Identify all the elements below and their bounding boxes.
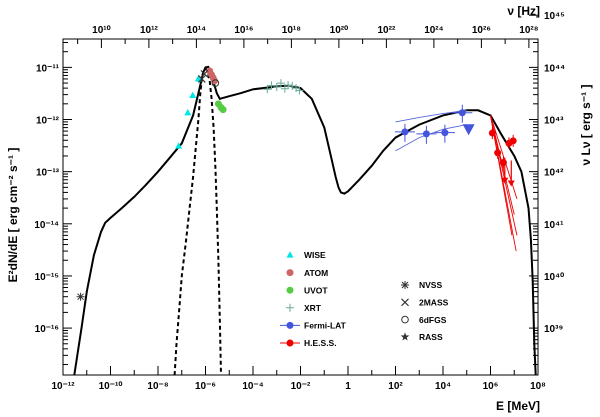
right-tick-label-6: 10⁴⁵ bbox=[544, 11, 565, 22]
x-tick-label-0: 10⁻¹² bbox=[51, 381, 75, 392]
top-tick-label-0: 10¹⁰ bbox=[92, 25, 110, 36]
legend-label-atom: ATOM bbox=[304, 268, 328, 278]
right-tick-label-4: 10⁴³ bbox=[544, 116, 564, 127]
x-tick-label-1: 10⁻¹⁰ bbox=[99, 381, 123, 392]
right-tick-label-0: 10³⁹ bbox=[544, 324, 563, 335]
point-xrt-0 bbox=[263, 85, 272, 94]
legend-label-h-e-s-s: H.E.S.S. bbox=[304, 338, 337, 348]
x-tick-label-10: 10⁸ bbox=[530, 381, 546, 392]
hess-fan-line-3 bbox=[490, 115, 518, 200]
y-tick-label-2: 10⁻¹⁴ bbox=[34, 220, 59, 231]
point-wise-1 bbox=[184, 108, 192, 116]
y-tick-label-1: 10⁻¹⁵ bbox=[35, 272, 60, 283]
hess-fan-line-2 bbox=[490, 115, 515, 215]
top-tick-label-4: 10¹⁸ bbox=[282, 25, 301, 36]
legend-label-wise: WISE bbox=[304, 250, 326, 260]
legend-marker-nvss bbox=[401, 281, 409, 289]
right-tick-label-5: 10⁴⁴ bbox=[544, 63, 565, 74]
point-xrt-1 bbox=[267, 81, 276, 90]
legend-label-nvss: NVSS bbox=[419, 280, 442, 290]
point-atom-3 bbox=[211, 77, 219, 85]
y-tick-label-5: 10⁻¹¹ bbox=[36, 63, 60, 74]
right-tick-label-3: 10⁴² bbox=[544, 168, 564, 179]
top-tick-label-6: 10²² bbox=[377, 25, 395, 36]
legend-marker-fermi-lat bbox=[286, 321, 294, 329]
legend-marker-xrt bbox=[286, 303, 294, 312]
x-tick-label-2: 10⁻⁸ bbox=[147, 381, 168, 392]
point-2mass-1 bbox=[200, 69, 209, 78]
point-wise-0 bbox=[175, 142, 183, 149]
top-axis-title: ν [Hz] bbox=[507, 4, 540, 18]
model-curve-2 bbox=[395, 109, 467, 123]
point-xrt-2 bbox=[272, 83, 281, 92]
legend-label-fermi-lat: Fermi-LAT bbox=[304, 321, 347, 331]
legend-marker-wise bbox=[286, 251, 294, 258]
x-axis-title: E [MeV] bbox=[496, 399, 540, 413]
point-nvss-0 bbox=[76, 292, 85, 301]
axes: 10⁻¹² 10⁻¹⁰ 10⁻⁸ 10⁻⁶ 10⁻⁴ 10⁻² 1 10² 10⁴ 10⁶ 10⁸ 1… bbox=[34, 11, 565, 392]
point-h-e-s-s-4 bbox=[509, 137, 517, 145]
point-uvot-2 bbox=[219, 106, 227, 114]
legend-marker-h-e-s-s bbox=[286, 339, 294, 347]
top-tick-label-2: 10¹⁴ bbox=[187, 25, 206, 36]
top-tick-label-3: 10¹⁶ bbox=[234, 25, 253, 36]
point-wise-2 bbox=[189, 91, 197, 99]
point-xrt-6 bbox=[288, 81, 297, 90]
upper-limit-fermi-0 bbox=[462, 124, 475, 136]
x-tick-label-6: 1 bbox=[345, 381, 351, 392]
model-curve-3 bbox=[395, 124, 467, 152]
right-axis-title: ν Lν [ erg s⁻¹ ] bbox=[579, 84, 593, 165]
x-tick-label-9: 10⁶ bbox=[483, 381, 499, 392]
legend-label-2mass: 2MASS bbox=[419, 298, 449, 308]
hess-fan-line-4 bbox=[490, 115, 513, 236]
model-curve-1 bbox=[173, 66, 222, 376]
right-tick-label-1: 10⁴⁰ bbox=[544, 272, 564, 283]
point-fermi-lat-2 bbox=[441, 129, 449, 137]
upper-limit-h-e-s-s-1 bbox=[507, 180, 515, 187]
legend: WISE ATOM UVOT XRT Fermi-LAT H.E.S.S. NVSS 2MAS… bbox=[280, 250, 449, 348]
legend-marker-uvot bbox=[286, 286, 294, 294]
x-tick-label-5: 10⁻² bbox=[291, 381, 311, 392]
x-tick-label-4: 10⁻⁴ bbox=[242, 381, 263, 392]
top-tick-label-9: 10²⁸ bbox=[519, 25, 538, 36]
legend-label-rass: RASS bbox=[419, 332, 443, 342]
y-tick-label-0: 10⁻¹⁶ bbox=[35, 324, 59, 335]
legend-marker-2mass bbox=[401, 298, 409, 307]
top-tick-label-7: 10²⁴ bbox=[424, 25, 443, 36]
point-xrt-3 bbox=[276, 79, 285, 88]
point-xrt-4 bbox=[280, 84, 289, 93]
point-6dfgs-0 bbox=[211, 79, 220, 87]
top-tick-label-1: 10¹² bbox=[140, 25, 158, 36]
right-tick-label-2: 10⁴¹ bbox=[544, 220, 564, 231]
point-xrt-8 bbox=[295, 86, 304, 95]
y-axis-title: E²dN/dE [ erg cm⁻² s⁻¹ ] bbox=[6, 148, 20, 283]
point-2mass-0 bbox=[197, 75, 206, 83]
y-tick-label-4: 10⁻¹² bbox=[36, 116, 60, 127]
legend-label-6dfgs: 6dFGS bbox=[419, 315, 447, 325]
y-tick-label-3: 10⁻¹³ bbox=[36, 168, 60, 179]
legend-marker-rass bbox=[400, 332, 410, 341]
legend-label-xrt: XRT bbox=[304, 303, 322, 313]
x-tick-label-8: 10⁴ bbox=[435, 381, 451, 392]
data-points bbox=[76, 67, 518, 301]
x-tick-label-7: 10² bbox=[388, 381, 403, 392]
legend-marker-atom bbox=[286, 269, 294, 277]
top-tick-label-8: 10²⁶ bbox=[472, 25, 491, 36]
legend-marker-6dfgs bbox=[401, 315, 409, 324]
point-fermi-lat-3 bbox=[458, 109, 466, 117]
point-fermi-lat-1 bbox=[422, 130, 430, 138]
point-xrt-5 bbox=[284, 80, 293, 89]
legend-label-uvot: UVOT bbox=[304, 285, 328, 295]
x-tick-label-3: 10⁻⁶ bbox=[195, 381, 216, 392]
point-fermi-lat-0 bbox=[401, 128, 409, 136]
top-tick-label-5: 10²⁰ bbox=[330, 25, 348, 36]
